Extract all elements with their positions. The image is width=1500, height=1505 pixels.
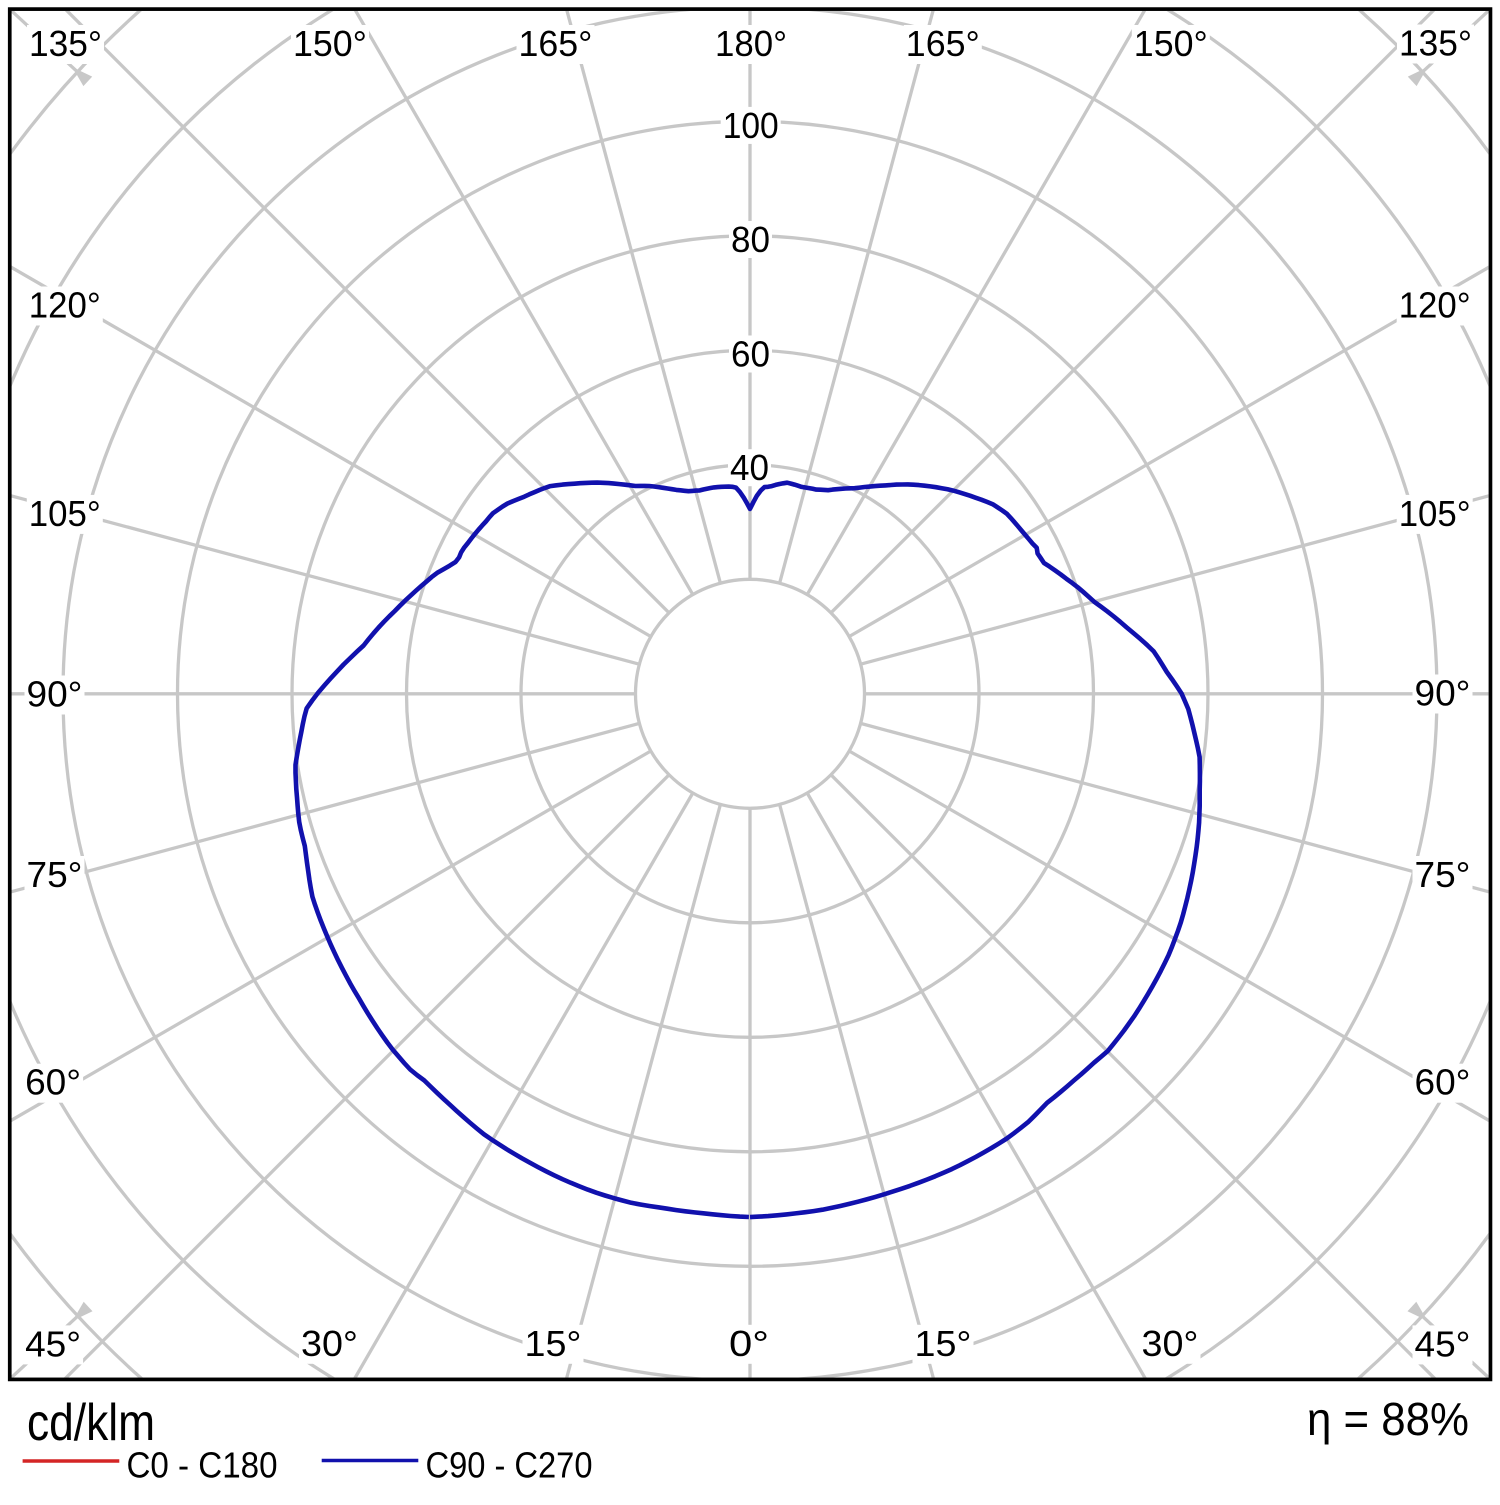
svg-text:C0 - C180: C0 - C180 bbox=[127, 1445, 278, 1486]
svg-text:120°: 120° bbox=[1399, 285, 1471, 326]
svg-text:150°: 150° bbox=[1134, 23, 1208, 64]
svg-text:105°: 105° bbox=[29, 493, 101, 534]
svg-text:80: 80 bbox=[731, 219, 770, 260]
svg-text:135°: 135° bbox=[29, 23, 102, 64]
svg-text:90°: 90° bbox=[1415, 673, 1471, 714]
svg-text:40: 40 bbox=[730, 447, 769, 488]
svg-text:120°: 120° bbox=[29, 285, 101, 326]
svg-text:60°: 60° bbox=[1415, 1062, 1471, 1103]
svg-text:15°: 15° bbox=[915, 1323, 972, 1364]
svg-text:60°: 60° bbox=[25, 1062, 81, 1103]
svg-text:180°: 180° bbox=[715, 23, 787, 64]
svg-text:75°: 75° bbox=[27, 854, 83, 895]
svg-text:45°: 45° bbox=[25, 1323, 81, 1364]
svg-text:90°: 90° bbox=[27, 674, 83, 715]
svg-text:45°: 45° bbox=[1415, 1323, 1471, 1364]
svg-text:0°: 0° bbox=[729, 1323, 769, 1364]
svg-text:15°: 15° bbox=[525, 1323, 582, 1364]
svg-text:135°: 135° bbox=[1399, 23, 1472, 64]
svg-text:150°: 150° bbox=[293, 23, 367, 64]
svg-text:cd/klm: cd/klm bbox=[27, 1394, 155, 1452]
svg-text:30°: 30° bbox=[1142, 1323, 1199, 1364]
svg-text:C90 - C270: C90 - C270 bbox=[426, 1445, 593, 1486]
svg-text:30°: 30° bbox=[301, 1323, 358, 1364]
svg-text:100: 100 bbox=[723, 105, 779, 146]
svg-text:60: 60 bbox=[731, 334, 770, 375]
svg-text:105°: 105° bbox=[1399, 493, 1471, 534]
svg-text:165°: 165° bbox=[906, 23, 980, 64]
svg-text:η = 88%: η = 88% bbox=[1307, 1393, 1469, 1445]
svg-text:165°: 165° bbox=[519, 23, 593, 64]
svg-text:75°: 75° bbox=[1415, 854, 1471, 895]
